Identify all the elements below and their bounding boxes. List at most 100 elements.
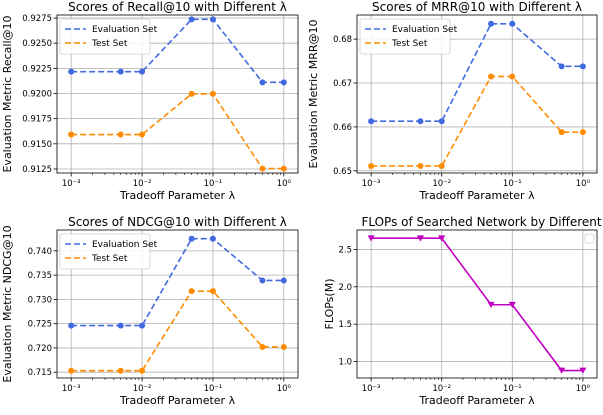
data-point (117, 131, 124, 138)
x-axis-label: Tradeoff Parameter λ (119, 189, 236, 202)
data-point (417, 118, 424, 125)
chart-title: FLOPs of Searched Network by Different λ (361, 215, 603, 229)
data-point (438, 235, 446, 242)
data-point (259, 165, 266, 172)
data-point (438, 162, 445, 169)
x-tick-label: 10⁻² (133, 179, 152, 189)
data-point (188, 16, 195, 23)
data-point (579, 129, 586, 136)
y-tick-label: 0.735 (28, 271, 52, 281)
data-point (487, 301, 495, 308)
x-tick-label: 10⁻² (133, 384, 152, 394)
x-tick-label: 10⁰ (277, 384, 292, 394)
y-axis-label: Evaluation Metric MRR@10 (307, 19, 320, 168)
y-tick-label: 2.5 (338, 245, 352, 255)
x-tick-label: 10⁻³ (362, 384, 381, 394)
y-tick-label: 1.0 (338, 358, 352, 368)
y-tick-label: 1.5 (338, 320, 352, 330)
legend-label: Test Set (91, 254, 128, 264)
chart-panel-1: 10⁻³ 10⁻² 10⁻¹ 10⁰ 0.9125 0.9150 0.9175 0.9200 0… (1, 0, 299, 202)
y-tick-label: 0.725 (28, 320, 52, 330)
data-point (579, 367, 587, 374)
data-point (209, 90, 216, 97)
data-point (117, 68, 124, 75)
data-point (488, 20, 495, 27)
y-tick-label: 0.67 (333, 79, 352, 89)
data-point (68, 131, 75, 138)
y-tick-label: 0.9275 (22, 14, 52, 24)
data-point (139, 68, 146, 75)
data-point (280, 343, 287, 350)
x-tick-label: 10⁻¹ (503, 179, 522, 189)
chart-panel-2: 10⁻³ 10⁻² 10⁻¹ 10⁰ 0.65 0.66 0.67 0.68 Scores of… (307, 0, 598, 202)
x-tick-label: 10⁰ (277, 179, 292, 189)
legend-label: Evaluation Set (92, 25, 158, 35)
y-tick-label: 0.720 (28, 344, 52, 354)
data-point (188, 90, 195, 97)
legend-label: Test Set (91, 39, 128, 49)
y-tick-label: 0.9125 (22, 165, 52, 175)
y-tick-label: 0.65 (333, 167, 352, 177)
plot-area (357, 230, 597, 378)
legend-label: Evaluation Set (392, 25, 458, 35)
data-point (68, 322, 75, 329)
data-point (259, 343, 266, 350)
data-point (188, 235, 195, 242)
data-point (368, 162, 375, 169)
x-axis-label: Tradeoff Parameter λ (119, 394, 236, 407)
axes-frame (356, 14, 598, 174)
x-tick-label: 10⁰ (576, 384, 591, 394)
legend-box (59, 233, 151, 270)
y-tick-label: 0.9250 (22, 39, 52, 49)
data-point (416, 235, 425, 242)
data-point (367, 235, 375, 242)
x-tick-label: 10⁻² (432, 179, 451, 189)
x-tick-label: 10⁻³ (62, 384, 81, 394)
y-tick-label: 0.730 (28, 295, 52, 305)
y-axis-label: FLOPs(M) (323, 279, 336, 330)
data-point (209, 16, 216, 23)
chart-title: Scores of MRR@10 with Different λ (372, 0, 582, 14)
legend: Evaluation Set Test Set (359, 18, 458, 55)
chart-panel-3: 10⁻³ 10⁻² 10⁻¹ 10⁰ 0.715 0.720 0.725 0.730 0.735… (1, 215, 299, 407)
legend-box (59, 18, 151, 55)
legend: Evaluation Set Test Set (59, 233, 158, 270)
data-point (508, 301, 516, 308)
y-tick-label: 0.9225 (22, 64, 52, 74)
y-tick-label: 0.740 (28, 247, 52, 257)
data-point (209, 288, 216, 295)
data-point (509, 20, 516, 27)
legend: Evaluation Set Test Set (59, 18, 158, 55)
y-tick-label: 0.9150 (22, 140, 52, 150)
data-point (280, 277, 287, 284)
y-tick-label: 0.68 (333, 35, 352, 45)
axes-frame (356, 229, 598, 379)
y-tick-label: 0.66 (333, 123, 352, 133)
x-tick-label: 10⁰ (576, 179, 591, 189)
data-point (488, 73, 495, 80)
data-point (509, 73, 516, 80)
legend-box (359, 18, 451, 55)
data-point (259, 79, 266, 86)
data-point (280, 79, 287, 86)
data-point (68, 68, 75, 75)
data-point (558, 367, 566, 374)
x-tick-label: 10⁻¹ (204, 384, 223, 394)
chart-title: Scores of Recall@10 with Different λ (68, 0, 287, 14)
data-point (68, 367, 75, 374)
data-point (209, 235, 216, 242)
data-point (417, 162, 424, 169)
data-point (558, 129, 565, 136)
x-tick-label: 10⁻¹ (503, 384, 522, 394)
legend-label: Evaluation Set (92, 240, 158, 250)
x-tick-label: 10⁻³ (362, 179, 381, 189)
chart-title: Scores of NDCG@10 with Different λ (68, 215, 287, 229)
data-point (280, 165, 287, 172)
data-point (188, 288, 195, 295)
data-point (117, 367, 124, 374)
x-tick-label: 10⁻² (432, 384, 451, 394)
x-tick-label: 10⁻¹ (204, 179, 223, 189)
y-axis-label: Evaluation Metric Recall@10 (1, 15, 14, 172)
data-point (139, 322, 146, 329)
